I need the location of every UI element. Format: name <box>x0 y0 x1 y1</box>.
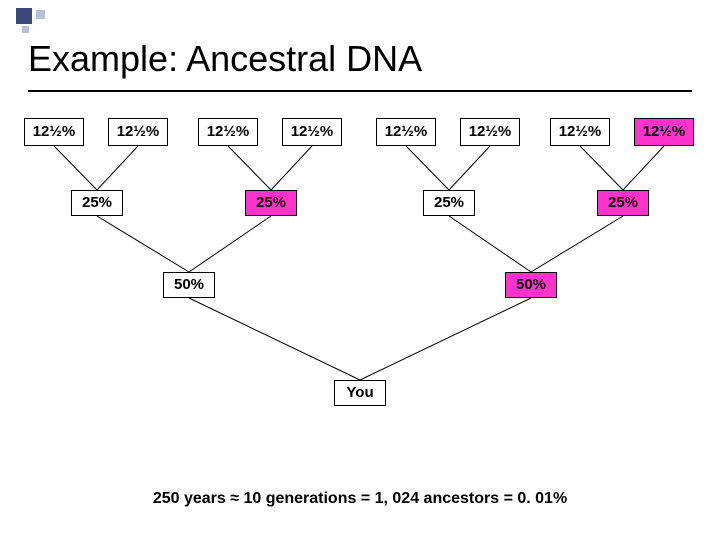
tree-node-g7: 12½% <box>634 118 694 146</box>
tree-node-g4: 12½% <box>376 118 436 146</box>
tree-node-p0: 25% <box>71 190 123 216</box>
tree-node-g1: 12½% <box>108 118 168 146</box>
tree-node-you: You <box>334 380 386 406</box>
tree-node-g6: 12½% <box>550 118 610 146</box>
title-underline <box>28 90 692 92</box>
tree-node-p1: 25% <box>245 190 297 216</box>
tree-edges <box>0 100 720 480</box>
tree-node-p2: 25% <box>423 190 475 216</box>
tree-node-g2: 12½% <box>198 118 258 146</box>
tree-node-g3: 12½% <box>282 118 342 146</box>
page-title: Example: Ancestral DNA <box>28 38 422 80</box>
tree-node-p3: 25% <box>597 190 649 216</box>
caption-text: 250 years ≈ 10 generations = 1, 024 ance… <box>0 490 720 508</box>
ancestry-tree: 12½% 12½% 12½% 12½% 12½% 12½% 12½% 12½% 25% 25% 25… <box>0 100 720 480</box>
tree-node-gp0: 50% <box>163 272 215 298</box>
tree-node-g5: 12½% <box>460 118 520 146</box>
tree-node-g0: 12½% <box>24 118 84 146</box>
tree-node-gp1: 50% <box>505 272 557 298</box>
